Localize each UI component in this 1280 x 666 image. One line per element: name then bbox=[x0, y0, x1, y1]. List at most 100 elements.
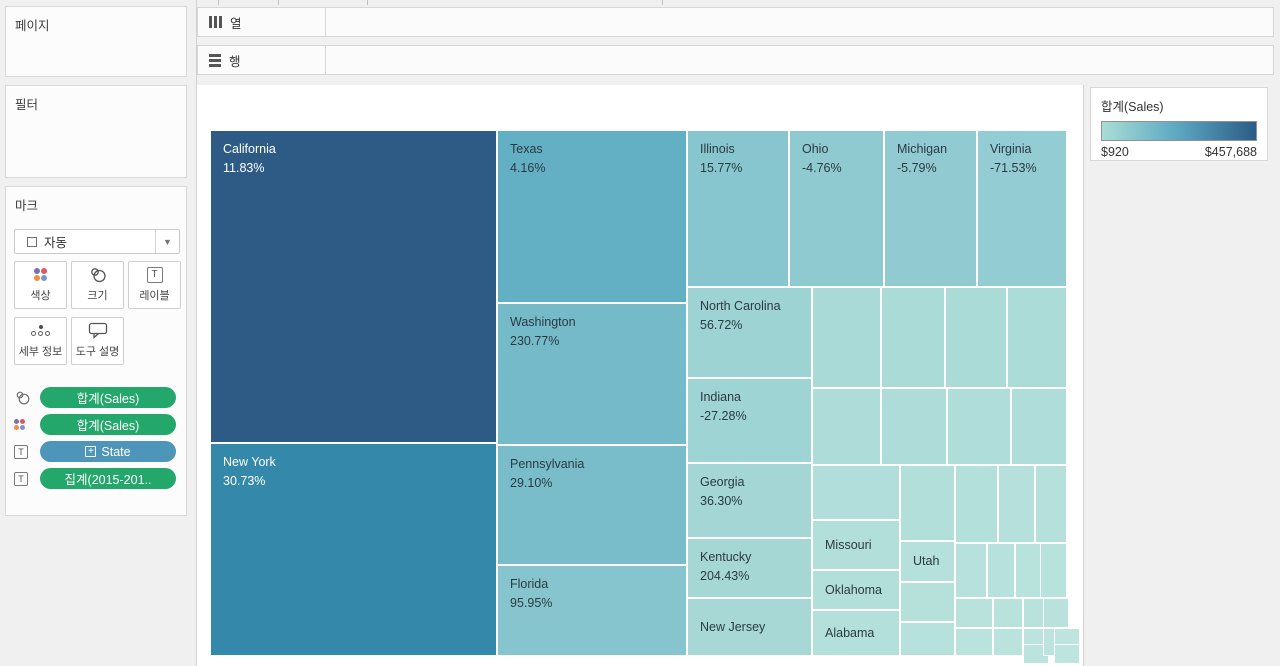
treemap-cell[interactable] bbox=[1035, 465, 1067, 543]
treemap-cell-utah[interactable]: Utah bbox=[900, 541, 955, 582]
treemap-cell[interactable] bbox=[1007, 287, 1067, 388]
treemap-cell[interactable] bbox=[812, 465, 900, 520]
treemap-cell[interactable] bbox=[1040, 543, 1067, 598]
cell-state-label: Pennsylvania bbox=[510, 457, 585, 471]
color-button[interactable]: 색상 bbox=[14, 261, 67, 309]
treemap-cell[interactable] bbox=[881, 388, 947, 465]
pill-sum-sales-size[interactable]: 합계(Sales) bbox=[40, 387, 176, 408]
view-canvas: California 11.83% New York 30.73% Texas 4.16%… bbox=[197, 85, 1084, 666]
rows-shelf[interactable]: 행 bbox=[197, 45, 1274, 75]
size-well-icon[interactable] bbox=[14, 390, 40, 406]
filters-shelf-title: 필터 bbox=[15, 98, 39, 112]
color-well-icon[interactable] bbox=[14, 418, 40, 431]
size-button[interactable]: 크기 bbox=[71, 261, 124, 309]
cell-pct-label: -5.79% bbox=[897, 161, 937, 175]
treemap-cell[interactable] bbox=[947, 388, 1011, 465]
treemap-cell-oklahoma[interactable]: Oklahoma bbox=[812, 570, 900, 610]
treemap-cell-alabama[interactable]: Alabama bbox=[812, 610, 900, 656]
treemap-cell-missouri[interactable]: Missouri bbox=[812, 520, 900, 570]
treemap-cell[interactable] bbox=[881, 287, 945, 388]
pill-state[interactable]: + State bbox=[40, 441, 176, 462]
detail-dots-icon bbox=[15, 318, 66, 343]
treemap-cell[interactable] bbox=[812, 388, 881, 465]
filters-shelf[interactable]: 필터 bbox=[5, 85, 187, 178]
size-circles-icon bbox=[72, 262, 123, 287]
treemap-cell[interactable] bbox=[955, 598, 993, 628]
sidebar-divider bbox=[196, 0, 197, 666]
cell-pct-label: 230.77% bbox=[510, 334, 560, 348]
treemap-cell-florida[interactable]: Florida 95.95% bbox=[497, 565, 687, 656]
color-gradient-bar[interactable] bbox=[1101, 121, 1257, 141]
cell-state-label: Florida bbox=[510, 577, 549, 591]
cell-pct-label: -71.53% bbox=[990, 161, 1037, 175]
cell-pct-label: -27.28% bbox=[700, 409, 747, 423]
mark-type-dropdown[interactable]: 자동 ▼ bbox=[14, 229, 180, 254]
treemap-cell[interactable] bbox=[900, 622, 955, 656]
size-button-label: 크기 bbox=[87, 290, 108, 302]
treemap-cell-indiana[interactable]: Indiana -27.28% bbox=[687, 378, 812, 463]
treemap-cell[interactable] bbox=[1054, 644, 1080, 664]
cell-state-label: Michigan bbox=[897, 142, 948, 156]
treemap-cell[interactable] bbox=[812, 287, 881, 388]
text-well-icon[interactable]: T bbox=[14, 444, 40, 459]
color-dots-icon bbox=[15, 262, 66, 287]
pill-row: T + State bbox=[14, 441, 176, 462]
treemap-cell[interactable] bbox=[900, 582, 955, 622]
treemap-cell-new-york[interactable]: New York 30.73% bbox=[210, 443, 497, 656]
treemap-cell-california[interactable]: California 11.83% bbox=[210, 130, 497, 443]
marks-card: 마크 자동 ▼ 색상 크기 T 레이블 세부 정보 bbox=[5, 186, 187, 516]
treemap-cell-pennsylvania[interactable]: Pennsylvania 29.10% bbox=[497, 445, 687, 565]
color-legend-card[interactable]: 합계(Sales) $920 $457,688 bbox=[1090, 87, 1268, 161]
treemap-cell-georgia[interactable]: Georgia 36.30% bbox=[687, 463, 812, 538]
tooltip-button-label: 도구 설명 bbox=[75, 346, 120, 358]
cell-state-label: Illinois bbox=[700, 142, 735, 156]
treemap-cell[interactable] bbox=[987, 543, 1015, 598]
toolbar-tick bbox=[278, 0, 279, 5]
label-button[interactable]: T 레이블 bbox=[128, 261, 181, 309]
pages-shelf-title: 페이지 bbox=[15, 19, 50, 33]
text-label-icon: T bbox=[129, 262, 180, 287]
treemap-cell[interactable] bbox=[1015, 543, 1041, 598]
tooltip-button[interactable]: 도구 설명 bbox=[71, 317, 124, 365]
pages-shelf[interactable]: 페이지 bbox=[5, 6, 187, 77]
legend-title: 합계(Sales) bbox=[1101, 100, 1164, 114]
text-well-icon[interactable]: T bbox=[14, 471, 40, 486]
treemap-cell[interactable] bbox=[955, 543, 987, 598]
cell-pct-label: 30.73% bbox=[223, 474, 266, 488]
treemap-cell[interactable] bbox=[955, 628, 993, 656]
treemap-cell-illinois[interactable]: Illinois 15.77% bbox=[687, 130, 789, 287]
treemap-cell[interactable] bbox=[955, 465, 998, 543]
columns-drop-area[interactable] bbox=[326, 8, 1273, 36]
columns-shelf[interactable]: 열 bbox=[197, 7, 1274, 37]
columns-shelf-label: 열 bbox=[198, 8, 326, 36]
treemap-cell[interactable] bbox=[998, 465, 1035, 543]
cell-pct-label: 29.10% bbox=[510, 476, 553, 490]
cell-pct-label: -4.76% bbox=[802, 161, 842, 175]
marks-card-title: 마크 bbox=[15, 199, 39, 213]
cell-state-label: Ohio bbox=[802, 142, 829, 156]
toolbar-tick bbox=[367, 0, 368, 5]
treemap-cell-ohio[interactable]: Ohio -4.76% bbox=[789, 130, 884, 287]
treemap-cell-washington[interactable]: Washington 230.77% bbox=[497, 303, 687, 445]
treemap-cell[interactable] bbox=[900, 465, 955, 541]
cell-pct-label: 36.30% bbox=[700, 494, 743, 508]
treemap-cell-north-carolina[interactable]: North Carolina 56.72% bbox=[687, 287, 812, 378]
chevron-down-icon[interactable]: ▼ bbox=[155, 230, 179, 253]
treemap-cell-virginia[interactable]: Virginia -71.53% bbox=[977, 130, 1067, 287]
treemap-cell-texas[interactable]: Texas 4.16% bbox=[497, 130, 687, 303]
square-mark-icon bbox=[27, 236, 37, 247]
pill-agg-2015[interactable]: 집계(2015-201.. bbox=[40, 468, 176, 489]
treemap-cell[interactable] bbox=[993, 628, 1023, 656]
treemap-cell-kentucky[interactable]: Kentucky 204.43% bbox=[687, 538, 812, 598]
plus-box-icon[interactable]: + bbox=[85, 446, 97, 457]
rows-drop-area[interactable] bbox=[326, 46, 1273, 74]
treemap-cell[interactable] bbox=[945, 287, 1007, 388]
pill-sum-sales-color[interactable]: 합계(Sales) bbox=[40, 414, 176, 435]
treemap-cell[interactable] bbox=[1043, 598, 1069, 628]
cell-state-label: Washington bbox=[510, 315, 576, 329]
treemap-cell-michigan[interactable]: Michigan -5.79% bbox=[884, 130, 977, 287]
detail-button[interactable]: 세부 정보 bbox=[14, 317, 67, 365]
treemap-cell[interactable] bbox=[1011, 388, 1067, 465]
treemap-cell[interactable] bbox=[993, 598, 1023, 628]
treemap-cell-new-jersey[interactable]: New Jersey bbox=[687, 598, 812, 656]
